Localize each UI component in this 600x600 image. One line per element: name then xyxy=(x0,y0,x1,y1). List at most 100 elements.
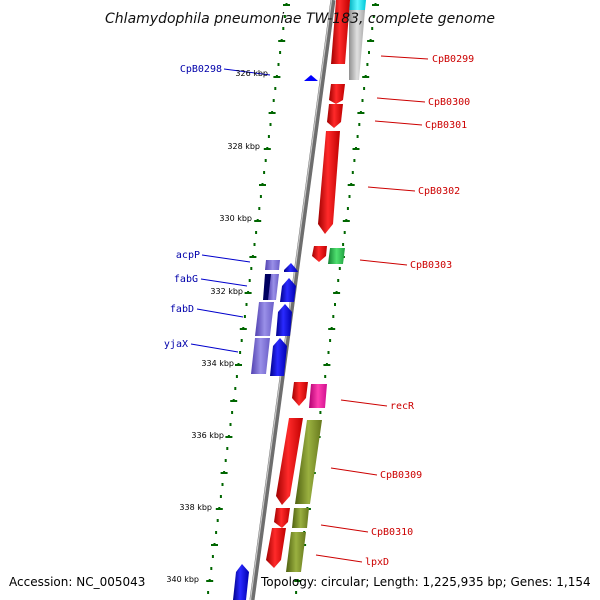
track-dot xyxy=(279,51,282,54)
track-dot xyxy=(250,267,253,270)
gene-label-cpb0310[interactable]: CpB0310 xyxy=(371,527,413,538)
tick-label: 326 kbp xyxy=(235,69,268,78)
gene-pink xyxy=(309,384,327,408)
gene-bottom-blue xyxy=(233,564,249,600)
gene-label-cpb0299[interactable]: CpB0299 xyxy=(432,54,474,65)
track-dot xyxy=(361,99,364,102)
tick-mark xyxy=(342,220,350,222)
track-dot xyxy=(348,195,351,198)
gene-lpxd xyxy=(266,528,286,568)
gene-acpp xyxy=(265,260,280,270)
track-dot xyxy=(372,15,375,18)
tick-mark xyxy=(357,112,365,114)
gene-fabg-c xyxy=(280,278,296,302)
track-dot xyxy=(255,231,258,234)
track-dot xyxy=(219,495,222,498)
gene-yjax-a xyxy=(251,338,270,374)
track-dot xyxy=(221,483,224,486)
track-dot xyxy=(356,135,359,138)
gene-cyan xyxy=(349,0,366,10)
gene-olive-1 xyxy=(295,420,322,504)
tick-mark xyxy=(225,436,233,438)
gene-label-fabg[interactable]: fabG xyxy=(174,274,198,285)
tick-mark xyxy=(254,220,262,222)
track-dot xyxy=(334,303,336,306)
gene-olive-2 xyxy=(292,508,309,528)
track-dot xyxy=(283,15,286,18)
gene-label-yjax[interactable]: yjaX xyxy=(164,339,188,350)
track-dot xyxy=(210,567,213,570)
track-dot xyxy=(371,27,374,30)
track-dot xyxy=(324,375,327,378)
track-dot xyxy=(277,63,280,66)
tick-mark xyxy=(263,148,271,150)
gene-cpb0309 xyxy=(276,418,303,505)
gene-label-cpb0298[interactable]: CpB0298 xyxy=(180,64,222,75)
tick-label: 330 kbp xyxy=(219,214,252,223)
tick-label: 338 kbp xyxy=(179,503,212,512)
track-dot xyxy=(229,423,232,426)
track-dot xyxy=(231,411,234,414)
track-dot xyxy=(337,279,340,282)
track-dot xyxy=(248,279,251,282)
tick-label: 336 kbp xyxy=(191,431,224,440)
tick-mark xyxy=(220,472,228,474)
tick-mark xyxy=(352,148,360,150)
track-dot xyxy=(274,87,277,90)
tick-mark xyxy=(333,292,341,294)
gene-green xyxy=(328,248,345,264)
track-dot xyxy=(243,315,246,318)
tick-mark xyxy=(211,544,218,546)
gene-label-cpb0309[interactable]: CpB0309 xyxy=(380,470,422,481)
gene-label-lpxd[interactable]: lpxD xyxy=(365,557,389,568)
tick-label: 340 kbp xyxy=(166,575,199,584)
track-dot xyxy=(327,351,330,354)
reverse-gene-labels: CpB0298 acpP fabG fabD yjaX xyxy=(164,64,222,350)
track-dot xyxy=(366,63,369,66)
gene-label-cpb0300[interactable]: CpB0300 xyxy=(428,97,470,108)
accession-text: Accession: NC_005043 xyxy=(9,575,145,589)
gene-label-fabd[interactable]: fabD xyxy=(170,304,194,315)
gene-yjax-b xyxy=(270,338,287,376)
tick-mark xyxy=(259,184,266,186)
track-dot xyxy=(368,51,370,54)
gene-label-cpb0302[interactable]: CpB0302 xyxy=(418,186,460,197)
track-dot xyxy=(351,171,354,174)
gene-cpb0302 xyxy=(318,131,340,234)
track-dot xyxy=(346,207,349,210)
tick-mark xyxy=(244,292,252,294)
gene-label-recr[interactable]: recR xyxy=(390,401,415,412)
tick-mark xyxy=(323,364,331,366)
track-dot xyxy=(207,591,210,594)
track-dot xyxy=(240,339,243,342)
gene-fabg-b xyxy=(268,274,279,300)
track-dot xyxy=(253,243,256,246)
tick-mark xyxy=(283,4,290,6)
gene-label-cpb0303[interactable]: CpB0303 xyxy=(410,260,452,271)
reverse-leaders xyxy=(190,68,271,353)
gene-fabd-b xyxy=(276,304,292,336)
track-dot xyxy=(226,447,229,450)
tick-mark xyxy=(273,76,281,78)
gene-recr xyxy=(292,382,308,406)
map-title: Chlamydophila pneumoniae TW-183, complet… xyxy=(105,11,495,27)
tick-mark xyxy=(206,580,214,582)
gene-gray xyxy=(349,10,365,80)
track-dot xyxy=(235,375,238,378)
track-dot xyxy=(338,267,341,270)
track-dot xyxy=(343,231,346,234)
forward-leaders xyxy=(315,55,429,563)
track-dot xyxy=(295,591,298,594)
track-dot xyxy=(353,159,356,162)
tick-label: 332 kbp xyxy=(210,287,243,296)
tick-mark xyxy=(362,76,370,78)
tick-mark xyxy=(239,328,247,330)
gene-label-acpp[interactable]: acpP xyxy=(176,250,200,261)
track-dot xyxy=(272,99,275,102)
gene-olive-3 xyxy=(286,532,306,572)
tick-mark xyxy=(278,40,286,42)
track-dot xyxy=(282,27,285,30)
tick-mark xyxy=(367,40,375,42)
gene-label-cpb0301[interactable]: CpB0301 xyxy=(425,120,467,131)
tick-labels: 326 kbp 328 kbp 330 kbp 332 kbp 334 kbp … xyxy=(166,69,268,584)
